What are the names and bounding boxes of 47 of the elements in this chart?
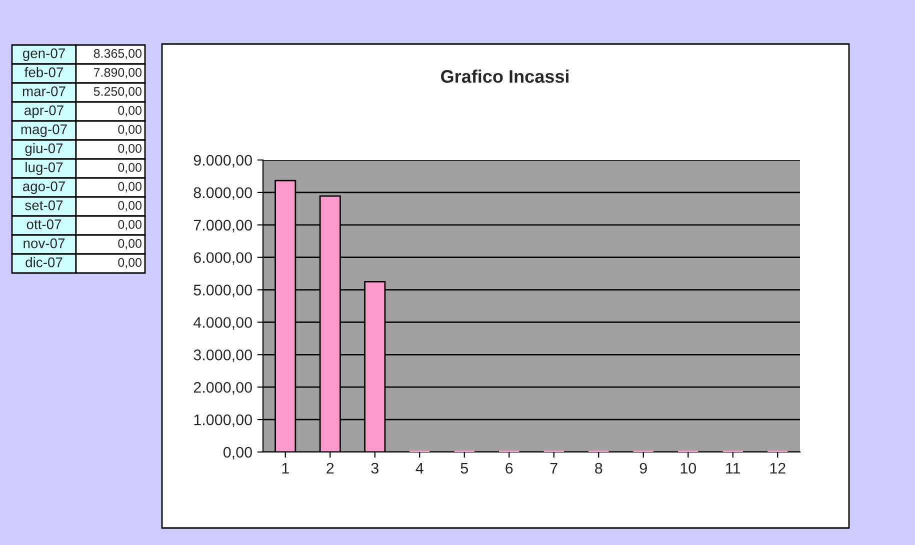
y-tick-label: 0,00 (223, 446, 252, 460)
text: nov-07 (24, 238, 65, 248)
text: 8.365,00 (94, 49, 142, 60)
x-tick-label: 10 (680, 462, 696, 474)
text: 7.890,00 (94, 68, 142, 78)
text: lug-07 (26, 162, 63, 175)
text: 0,00 (118, 144, 142, 154)
x-tick-label: 5 (460, 462, 468, 474)
text: mag-07 (21, 124, 67, 137)
y-tick-label: 7.000,00 (194, 220, 252, 232)
text: ott-07 (26, 219, 62, 230)
y-tick-label: 1.000,00 (194, 414, 252, 428)
x-tick-label: 11 (726, 462, 740, 474)
text: apr-07 (24, 105, 64, 118)
text: mar-07 (22, 86, 66, 96)
x-tick-label: 6 (506, 462, 513, 474)
text: 0,00 (118, 220, 142, 230)
text: 0,00 (118, 163, 142, 174)
x-tick-label: 3 (371, 462, 378, 474)
y-tick-label: 3.000,00 (194, 350, 252, 362)
text: 0,00 (118, 125, 142, 136)
text: 0,00 (118, 182, 142, 192)
text: gen-07 (22, 48, 65, 61)
text: 0,00 (118, 258, 142, 268)
text: dic-07 (26, 257, 62, 268)
text: 0,00 (118, 239, 142, 250)
y-tick-label: 4.000,00 (193, 317, 252, 330)
y-tick-label: 2.000,00 (194, 382, 252, 395)
y-tick-label: 6.000,00 (194, 252, 252, 265)
text: set-07 (25, 200, 63, 210)
text: 0,00 (118, 106, 142, 116)
text: 5.250,00 (94, 87, 142, 98)
x-tick-label: 1 (282, 462, 289, 474)
y-tick-label: 9.000,00 (194, 154, 252, 168)
x-tick-label: 12 (770, 462, 786, 474)
text: feb-07 (24, 67, 63, 78)
text: giu-07 (25, 143, 63, 156)
x-tick-label: 8 (595, 462, 602, 474)
text: 0,00 (118, 201, 142, 212)
x-tick-label: 9 (640, 462, 647, 474)
x-tick-label: 7 (550, 462, 558, 474)
chart-title: Grafico Incassi (441, 70, 568, 83)
y-tick-label: 8.000,00 (194, 187, 252, 200)
x-tick-label: 4 (416, 462, 424, 474)
y-tick-label: 5.000,00 (194, 284, 252, 298)
x-tick-label: 2 (326, 462, 334, 474)
text: ago-07 (22, 181, 65, 194)
